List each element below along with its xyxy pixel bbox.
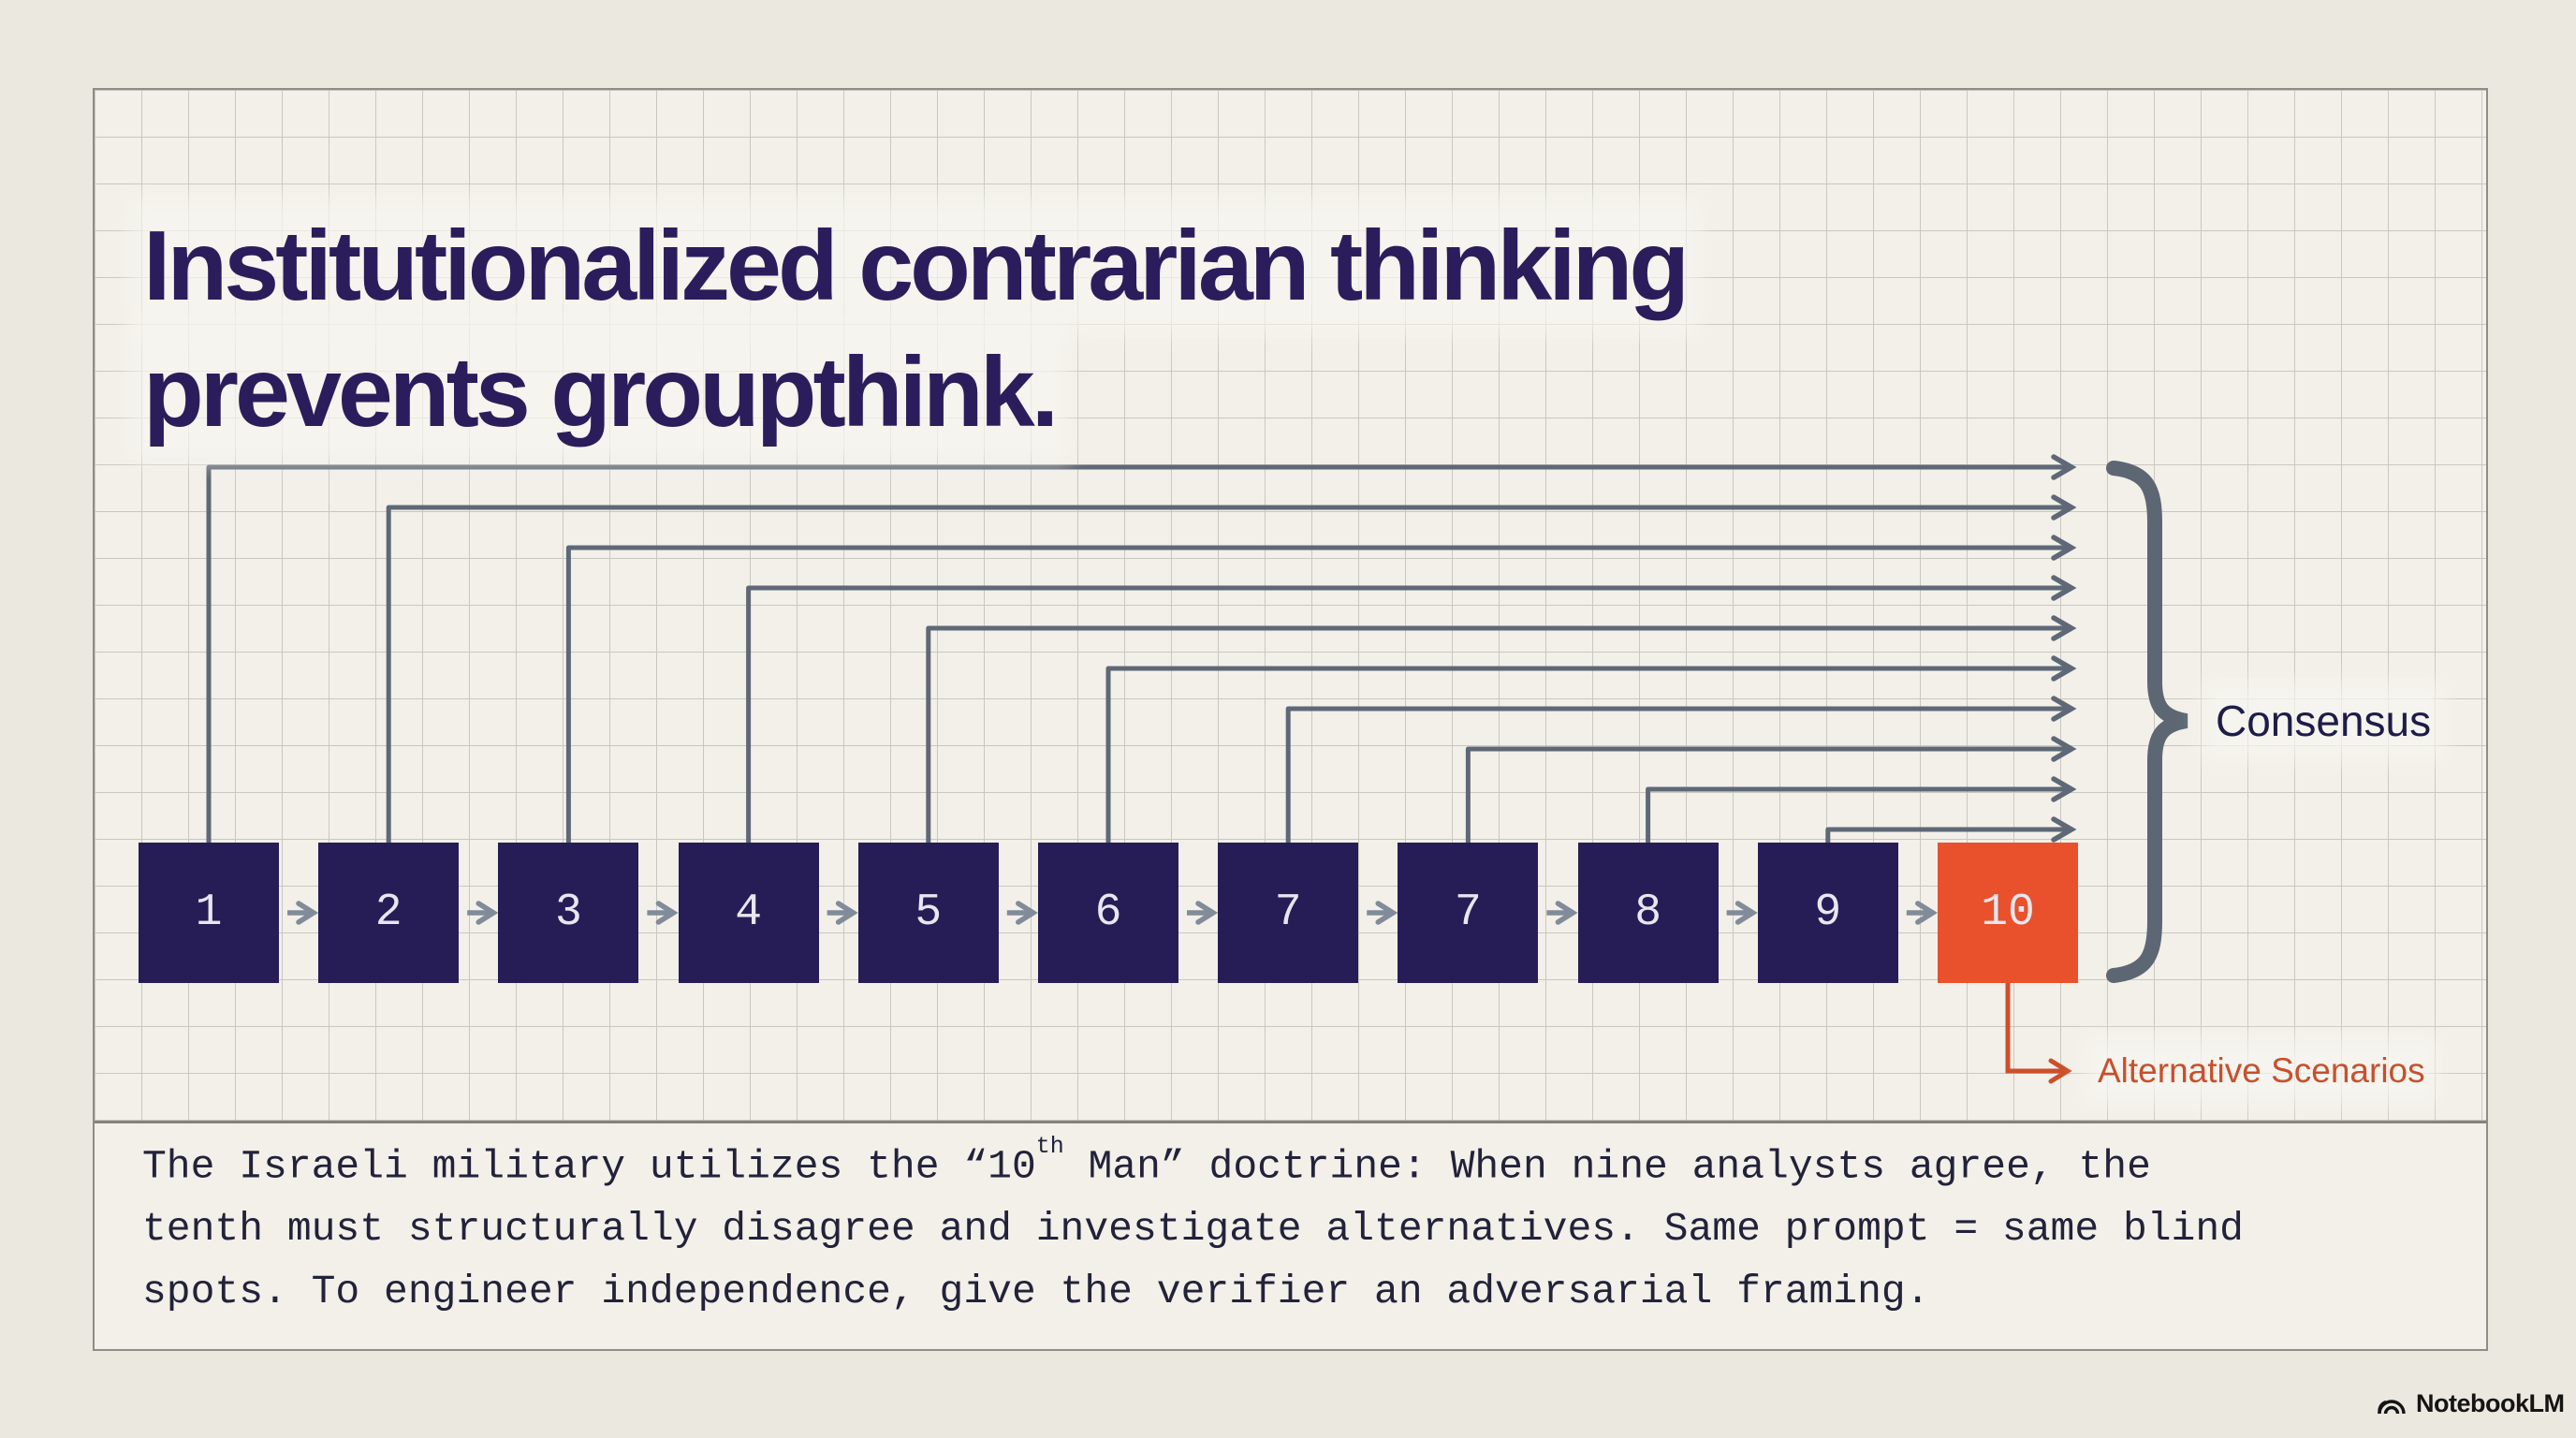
analyst-box: 7	[1218, 843, 1359, 983]
analyst-box: 1	[139, 843, 279, 983]
title-line-1: Institutionalized contrarian thinking	[143, 211, 1690, 322]
consensus-connector-lines	[206, 454, 2077, 843]
diagram-panel: Institutionalized contrarian thinking pr…	[93, 88, 2488, 1351]
analyst-box: 5	[857, 843, 999, 983]
caption-line-3: spots. To engineer independence, give th…	[142, 1269, 1930, 1315]
notebooklm-wordmark: NotebookLM	[2416, 1389, 2565, 1417]
alternative-scenarios-label: Alternative Scenarios	[2098, 1050, 2425, 1092]
analyst-box: 9	[1757, 843, 1898, 983]
analyst-box: 7	[1398, 843, 1539, 983]
analyst-box: 4	[678, 843, 819, 983]
caption-text: The Israeli military utilizes the “10th …	[142, 1126, 2244, 1323]
consensus-line	[1825, 816, 2077, 843]
page-title: Institutionalized contrarian thinking pr…	[143, 203, 1690, 456]
analyst-box: 6	[1038, 843, 1178, 983]
connector-diagram	[206, 454, 2188, 1084]
caption-line-2: tenth must structurally disagree and inv…	[142, 1206, 2244, 1253]
consensus-line	[1465, 736, 2077, 843]
caption-line-1: The Israeli military utilizes the “10th …	[142, 1133, 2151, 1190]
consensus-line	[386, 494, 2077, 843]
consensus-line	[565, 535, 2077, 843]
analyst-box: 2	[318, 843, 460, 983]
title-line-2: prevents groupthink.	[143, 337, 1059, 448]
consensus-brace	[2106, 461, 2188, 983]
analyst-box: 8	[1577, 843, 1719, 983]
consensus-line	[1105, 655, 2077, 843]
consensus-line	[206, 454, 2077, 843]
ordinal-superscript: th	[1035, 1133, 1064, 1160]
notebooklm-icon	[2378, 1399, 2406, 1414]
notebooklm-logo: NotebookLM	[2376, 1389, 2565, 1418]
alternative-scenarios-connector	[2005, 983, 2072, 1084]
consensus-line	[926, 615, 2077, 843]
consensus-label: Consensus	[2216, 695, 2432, 747]
analyst-box: 3	[498, 843, 639, 983]
consensus-line	[1285, 696, 2077, 843]
contrarian-box: 10	[1938, 843, 2078, 983]
consensus-line	[746, 575, 2077, 843]
consensus-line	[1646, 776, 2077, 843]
